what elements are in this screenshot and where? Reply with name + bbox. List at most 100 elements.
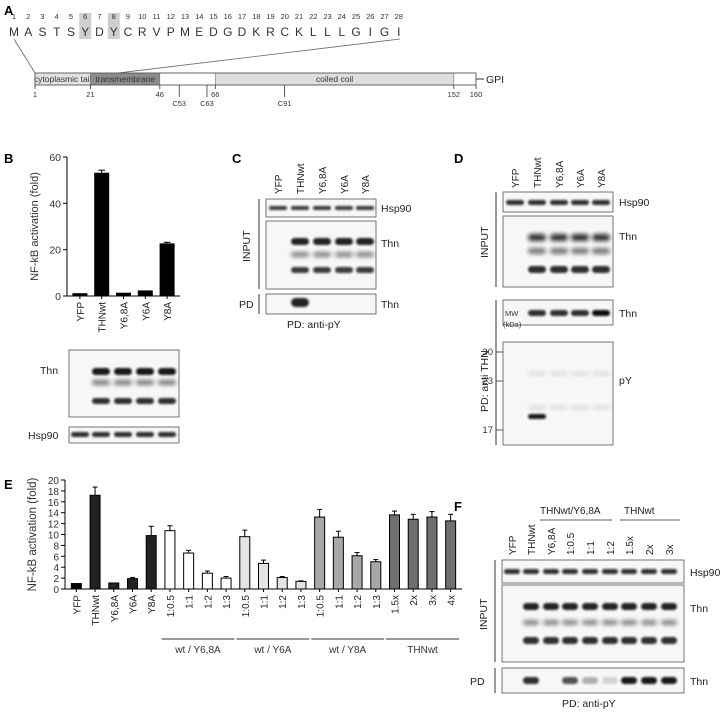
thn-band xyxy=(592,248,610,254)
pd-thn-band xyxy=(582,677,598,684)
bar xyxy=(72,293,88,297)
domain-segment xyxy=(453,72,477,86)
thn-band xyxy=(356,267,374,273)
residue-number: 13 xyxy=(181,12,189,21)
x-tick-label: 1:3 xyxy=(222,595,233,609)
thn-band xyxy=(136,380,154,385)
residue-letter: I xyxy=(369,25,372,39)
hsp90-band xyxy=(543,569,559,574)
f-input-label: INPUT xyxy=(478,598,490,630)
blot-b-bands xyxy=(71,368,176,437)
lane-label: THNwt xyxy=(533,157,544,188)
hsp90-band xyxy=(523,569,539,574)
thn-band xyxy=(528,248,546,254)
x-tick-label: 1:0.5 xyxy=(166,595,177,618)
residue-letter: K xyxy=(295,25,303,39)
bar xyxy=(276,577,288,590)
residue-number: 27 xyxy=(380,12,388,21)
gpi-label: GPI xyxy=(486,74,504,86)
lane-label: THNwt xyxy=(296,163,307,194)
residue-letter: R xyxy=(266,25,275,39)
lane-label: 1:2 xyxy=(606,541,617,555)
domain-label: transmembrane xyxy=(95,74,155,84)
x-tick-label: Y6A xyxy=(141,302,152,321)
bar xyxy=(127,578,138,590)
f-caption: PD: anti-pY xyxy=(562,698,616,710)
thn-band xyxy=(114,380,132,385)
hsp90-band xyxy=(528,200,546,205)
thn-band xyxy=(335,267,353,273)
residue-letter: M xyxy=(9,25,19,39)
lane-label: Y8A xyxy=(361,175,372,194)
y-tick-label: 12 xyxy=(48,520,60,531)
residue-letter: M xyxy=(180,25,190,39)
panel-label-a: A xyxy=(4,3,14,18)
pd-thn-band xyxy=(621,677,637,684)
x-tick-label: 1:1 xyxy=(334,595,345,609)
c-pd-label: PD xyxy=(239,299,254,311)
highlight-box xyxy=(107,13,120,39)
c-hsp90-label: Hsp90 xyxy=(381,203,412,215)
y-tick-label: 4 xyxy=(53,563,59,574)
thn-band xyxy=(291,238,309,245)
lane-label: 2x xyxy=(645,544,656,555)
pd-thn-band xyxy=(523,677,539,684)
x-tick-label: 1:1 xyxy=(185,595,196,609)
domain-label: coiled coil xyxy=(316,74,353,84)
lane-label: YFP xyxy=(511,168,522,188)
c-thn-pd-label: Thn xyxy=(381,299,399,311)
residue-letter: L xyxy=(324,25,331,39)
x-tick-label: 1:1 xyxy=(260,595,271,609)
residue-number: 1 xyxy=(12,12,16,21)
x-tick-label: 2x xyxy=(409,595,420,606)
d-mw-label: MW xyxy=(505,309,519,318)
thn-band xyxy=(92,380,110,385)
y-tick-label: 2 xyxy=(53,574,59,585)
group-label: wt / Y6,8A xyxy=(174,645,221,656)
hsp90-band xyxy=(356,206,374,210)
thn-band xyxy=(543,603,559,610)
thn-band xyxy=(313,252,331,257)
bar xyxy=(137,290,153,297)
bar xyxy=(94,172,110,297)
sequence-residues: 1M2A3S4T5S6Y7D8Y9C10R11V12P13M14E15D16G1… xyxy=(9,12,403,39)
lane-label: Y6,8A xyxy=(555,160,566,188)
panel-label-f: F xyxy=(454,499,462,514)
bar xyxy=(145,535,157,590)
blot-f-bands xyxy=(504,569,677,684)
f-thn-label: Thn xyxy=(690,603,708,615)
domain-tick-label: 21 xyxy=(86,90,94,99)
thn-band xyxy=(528,266,546,273)
lane-label: YFP xyxy=(508,535,519,555)
thn-band xyxy=(136,398,154,404)
thn-band xyxy=(641,637,657,644)
hsp90-band xyxy=(136,432,154,437)
d-thn-label: Thn xyxy=(619,231,637,243)
lane-label: 1:0.5 xyxy=(566,532,577,555)
y-tick-label: 18 xyxy=(48,487,60,498)
y-tick-label: 20 xyxy=(48,476,60,487)
hsp90-band xyxy=(562,569,578,574)
domain-tick-label: 46 xyxy=(156,90,164,99)
y-axis-label: NF-kB activation (fold) xyxy=(29,172,41,281)
thn-band xyxy=(621,603,637,610)
y-tick-label: 0 xyxy=(55,291,61,303)
x-tick-label: 1:2 xyxy=(353,595,364,609)
residue-letter: K xyxy=(252,25,260,39)
x-tick-label: 1:2 xyxy=(278,595,289,609)
cysteine-label: C91 xyxy=(278,99,292,108)
x-tick-label: 1:0.5 xyxy=(241,595,252,618)
bar xyxy=(220,577,232,590)
pd-thn-band xyxy=(550,310,568,316)
lane-label: Y6,8A xyxy=(318,166,329,194)
y-tick-label: 0 xyxy=(53,585,59,596)
blot-d-py xyxy=(502,341,614,446)
d-mw-unit: (kDa) xyxy=(503,320,522,329)
residue-letter: Y xyxy=(81,25,89,39)
mw-marker: 23 xyxy=(482,376,493,387)
y-axis-label: NF-kB activation (fold) xyxy=(27,477,39,591)
thn-band xyxy=(562,603,578,610)
x-tick-label: YFP xyxy=(72,595,83,615)
zoom-line-right xyxy=(117,38,401,74)
